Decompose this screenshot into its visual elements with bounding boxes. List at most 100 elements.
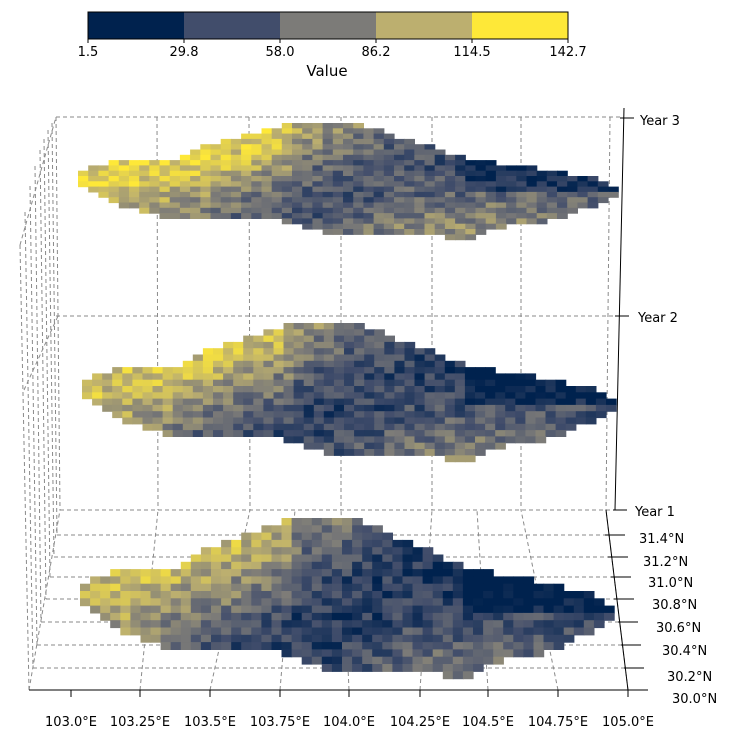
heatmap-cell [506, 202, 517, 209]
heatmap-cell [344, 379, 355, 387]
heatmap-cell [404, 181, 415, 188]
heatmap-cell [332, 181, 344, 188]
heatmap-cell [526, 207, 538, 214]
heatmap-cell [462, 620, 474, 629]
heatmap-cell [364, 417, 375, 425]
heatmap-cell [253, 335, 264, 343]
heatmap-cell [577, 191, 589, 198]
heatmap-cell [343, 144, 354, 151]
heatmap-cell [129, 181, 140, 188]
heatmap-cell [344, 398, 355, 406]
heatmap-cell [485, 186, 497, 193]
heatmap-cell [516, 218, 528, 225]
heatmap-cell [525, 386, 537, 393]
heatmap-cell [241, 186, 252, 193]
heatmap-cell [273, 423, 285, 431]
heatmap-cell [444, 442, 456, 450]
heatmap-cell [372, 576, 383, 585]
heatmap-cell [563, 620, 575, 629]
heatmap-cell [422, 569, 434, 577]
heatmap-cell [231, 539, 242, 548]
heatmap-cell [364, 398, 375, 406]
heatmap-cell [364, 430, 375, 437]
heatmap-cell [190, 186, 201, 193]
heatmap-cell [263, 329, 275, 337]
heatmap-cell [120, 612, 131, 621]
heatmap-cell [291, 547, 303, 556]
heatmap-cell [505, 404, 516, 412]
heatmap-cell [321, 561, 333, 570]
heatmap-cell [149, 197, 161, 204]
heatmap-cell [583, 605, 595, 614]
heatmap-cell [442, 627, 454, 636]
heatmap-cell [465, 191, 477, 198]
heatmap-cell [180, 620, 192, 629]
heatmap-cell [444, 404, 456, 412]
heatmap-cell [422, 576, 434, 585]
heatmap-cell [200, 547, 212, 556]
heatmap-cell [251, 133, 263, 140]
heatmap-cell [303, 392, 315, 400]
heatmap-cell [516, 165, 528, 172]
heatmap-cell [192, 354, 204, 362]
heatmap-cell [312, 123, 324, 129]
heatmap-cell [442, 576, 454, 585]
heatmap-cell [412, 576, 424, 585]
heatmap-cell [535, 386, 547, 393]
heatmap-cell [172, 392, 184, 400]
heatmap-cell [533, 598, 545, 607]
heatmap-cell [567, 191, 578, 198]
heatmap-cell [160, 627, 172, 636]
heatmap-cell [213, 379, 224, 387]
heatmap-cell [344, 329, 355, 337]
heatmap-cell [404, 348, 416, 356]
heatmap-cell [243, 417, 254, 425]
heatmap-cell [140, 598, 152, 607]
heatmap-cell [301, 656, 313, 665]
heatmap-cell [253, 411, 264, 419]
heatmap-cell [364, 335, 375, 343]
heatmap-cell [221, 634, 232, 643]
heatmap-cell [323, 411, 335, 419]
heatmap-cell [354, 436, 365, 444]
heatmap-cell [422, 561, 434, 570]
heatmap-cell [311, 591, 323, 599]
heatmap-cell [333, 398, 345, 406]
heatmap-cell [251, 591, 262, 599]
heatmap-cell [543, 620, 555, 629]
heatmap-cell [331, 664, 343, 672]
heatmap-cell [587, 202, 599, 209]
y-tick-label: 30.2°N [667, 670, 712, 685]
heatmap-cell [190, 197, 201, 204]
heatmap-cell [422, 591, 434, 599]
heatmap-cell [231, 591, 242, 599]
heatmap-cell [332, 123, 344, 129]
heatmap-cell [354, 442, 365, 450]
heatmap-cell [291, 620, 303, 629]
heatmap-cell [412, 591, 424, 599]
heatmap-cell [404, 218, 415, 225]
heatmap-cell [118, 197, 130, 204]
heatmap-cell [473, 620, 484, 629]
heatmap-cell [352, 561, 363, 570]
heatmap-cell [475, 186, 487, 193]
heatmap-cell [585, 392, 597, 400]
heatmap-cell [231, 569, 242, 577]
heatmap-cell [424, 186, 436, 193]
heatmap-cell [533, 605, 545, 614]
heatmap-cell [261, 525, 273, 534]
heatmap-cell [210, 170, 222, 177]
heatmap-cell [160, 598, 172, 607]
heatmap-cell [546, 181, 558, 188]
heatmap-cell [331, 591, 343, 599]
heatmap-cell [190, 634, 202, 643]
heatmap-cell [516, 181, 528, 188]
heatmap-cell [162, 404, 174, 412]
heatmap-cell [283, 323, 295, 330]
heatmap-cell [503, 649, 514, 658]
heatmap-cell [283, 373, 295, 381]
heatmap-cell [220, 197, 232, 204]
heatmap-cell [444, 176, 456, 182]
heatmap-cell [545, 417, 557, 425]
heatmap-cell [382, 554, 393, 563]
